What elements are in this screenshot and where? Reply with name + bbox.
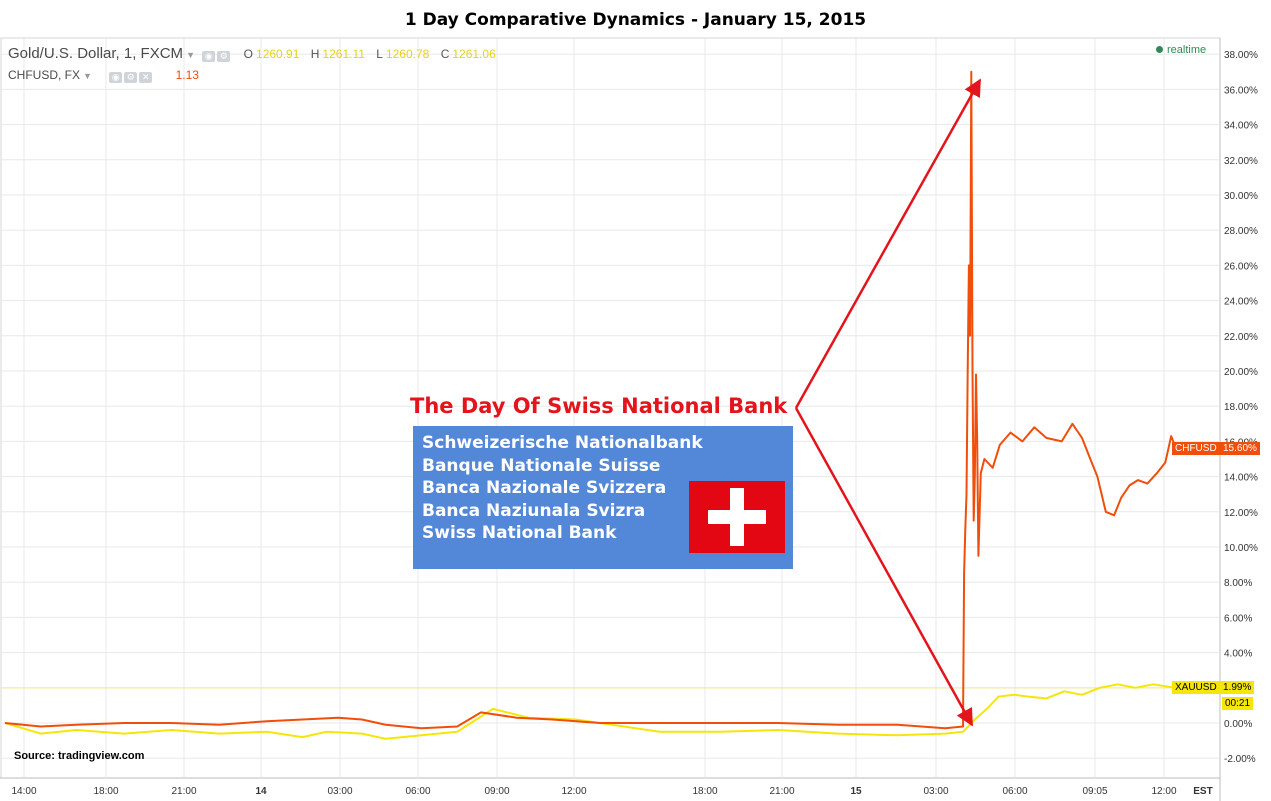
- y-tick-label: 10.00%: [1224, 543, 1258, 554]
- y-tick-label: -2.00%: [1224, 754, 1256, 765]
- x-tick-label: 21:00: [171, 786, 196, 797]
- annotation-heading: The Day Of Swiss National Bank: [410, 394, 788, 418]
- source-credit: Source: tradingview.com: [14, 750, 145, 762]
- x-tick-label: 03:00: [923, 786, 948, 797]
- compare-symbol-label[interactable]: CHFUSD, FX: [8, 68, 80, 82]
- y-tick-label: 30.00%: [1224, 191, 1258, 202]
- x-tick-label: 06:00: [1002, 786, 1027, 797]
- x-axis-unit-label: EST: [1193, 786, 1212, 797]
- snb-name-french: Banque Nationale Suisse: [422, 456, 661, 476]
- chfusd-tag-name: CHFUSD: [1175, 443, 1217, 454]
- y-tick-label: 20.00%: [1224, 367, 1258, 378]
- y-tick-label: 28.00%: [1224, 226, 1258, 237]
- eye-icon[interactable]: ◉: [202, 51, 216, 62]
- ohlc-high-value: 1261.11: [322, 47, 365, 61]
- x-tick-label: 06:00: [405, 786, 430, 797]
- ohlc-high-label: H: [310, 47, 320, 61]
- xauusd-price-tag: XAUUSD: [1172, 681, 1220, 694]
- ohlc-close-label: C: [440, 47, 450, 61]
- ohlc-open-label: O: [243, 47, 254, 61]
- chfusd-value-tag: 15.60%: [1220, 442, 1260, 455]
- snb-names-box: Schweizerische Nationalbank Banque Natio…: [413, 426, 793, 569]
- compare-symbol-value: 1.13: [175, 68, 199, 82]
- y-tick-label: 36.00%: [1224, 85, 1258, 96]
- arrow-to-base: [794, 407, 974, 727]
- series-lines: [4, 70, 1177, 740]
- swiss-flag-icon: [689, 481, 785, 553]
- realtime-indicator: realtime: [1156, 44, 1206, 56]
- main-symbol-legend[interactable]: Gold/U.S. Dollar, 1, FXCM ▼ ◉ ⚙ O 1260.91 H…: [8, 45, 496, 62]
- x-tick-label: 14: [255, 786, 267, 797]
- grid-lines: [0, 37, 1221, 801]
- xauusd-value-tag: 1.99%: [1220, 681, 1255, 694]
- y-tick-label: 32.00%: [1224, 156, 1258, 167]
- x-tick-label: 09:05: [1082, 786, 1107, 797]
- x-tick-label: 18:00: [93, 786, 118, 797]
- x-tick-label: 14:00: [11, 786, 36, 797]
- chevron-down-icon[interactable]: ▼: [83, 71, 92, 81]
- y-axis: -2.00%0.00%2.00%4.00%6.00%8.00%10.00%12.…: [1224, 50, 1258, 765]
- x-tick-label: 03:00: [327, 786, 352, 797]
- snb-name-english: Swiss National Bank: [422, 523, 617, 543]
- series-line-chfusd: [4, 70, 1177, 730]
- x-tick-label: 09:00: [484, 786, 509, 797]
- y-tick-label: 12.00%: [1224, 508, 1258, 519]
- x-tick-label: 15: [850, 786, 862, 797]
- realtime-label: realtime: [1167, 44, 1207, 56]
- chfusd-price-tag: CHFUSD: [1172, 442, 1220, 455]
- chevron-down-icon[interactable]: ▼: [186, 50, 195, 60]
- bar-countdown-tag: 00:21: [1222, 697, 1254, 710]
- eye-icon[interactable]: ◉: [109, 72, 123, 83]
- main-symbol-label[interactable]: Gold/U.S. Dollar, 1, FXCM: [8, 45, 184, 62]
- series-line-xauusd: [4, 683, 1177, 740]
- y-tick-label: 14.00%: [1224, 473, 1258, 484]
- annotation-arrows: [794, 78, 982, 727]
- close-icon[interactable]: ✕: [139, 72, 153, 83]
- ohlc-close-value: 1261.06: [452, 47, 496, 61]
- y-tick-label: 18.00%: [1224, 402, 1258, 413]
- gear-icon[interactable]: ⚙: [124, 72, 138, 83]
- y-tick-label: 22.00%: [1224, 332, 1258, 343]
- y-tick-label: 34.00%: [1224, 121, 1258, 132]
- y-tick-label: 24.00%: [1224, 297, 1258, 308]
- y-tick-label: 4.00%: [1224, 649, 1252, 660]
- y-tick-label: 6.00%: [1224, 613, 1252, 624]
- y-tick-label: 38.00%: [1224, 50, 1258, 61]
- compare-symbol-legend[interactable]: CHFUSD, FX ▼ ◉ ⚙ ✕ 1.13: [8, 68, 199, 83]
- snb-name-italian: Banca Nazionale Svizzera: [422, 478, 667, 498]
- x-tick-label: 21:00: [769, 786, 794, 797]
- y-tick-label: 26.00%: [1224, 261, 1258, 272]
- status-dot-icon: [1156, 46, 1163, 53]
- y-tick-label: 0.00%: [1224, 719, 1252, 730]
- x-tick-label: 18:00: [692, 786, 717, 797]
- gear-icon[interactable]: ⚙: [217, 51, 231, 62]
- snb-name-german: Schweizerische Nationalbank: [422, 433, 703, 453]
- snb-name-romansh: Banca Naziunala Svizra: [422, 501, 646, 521]
- chart-title: 1 Day Comparative Dynamics - January 15,…: [404, 10, 867, 30]
- y-tick-label: 8.00%: [1224, 578, 1252, 589]
- ohlc-open-value: 1260.91: [256, 47, 300, 61]
- ohlc-low-label: L: [376, 47, 383, 61]
- arrow-to-spike: [794, 78, 982, 409]
- x-tick-label: 12:00: [561, 786, 586, 797]
- x-tick-label: 12:00: [1151, 786, 1176, 797]
- x-axis: 14:00 18:00 21:00 14 03:00 06:00 09:00 12:00 18:…: [11, 786, 1212, 797]
- ohlc-low-value: 1260.78: [385, 47, 430, 61]
